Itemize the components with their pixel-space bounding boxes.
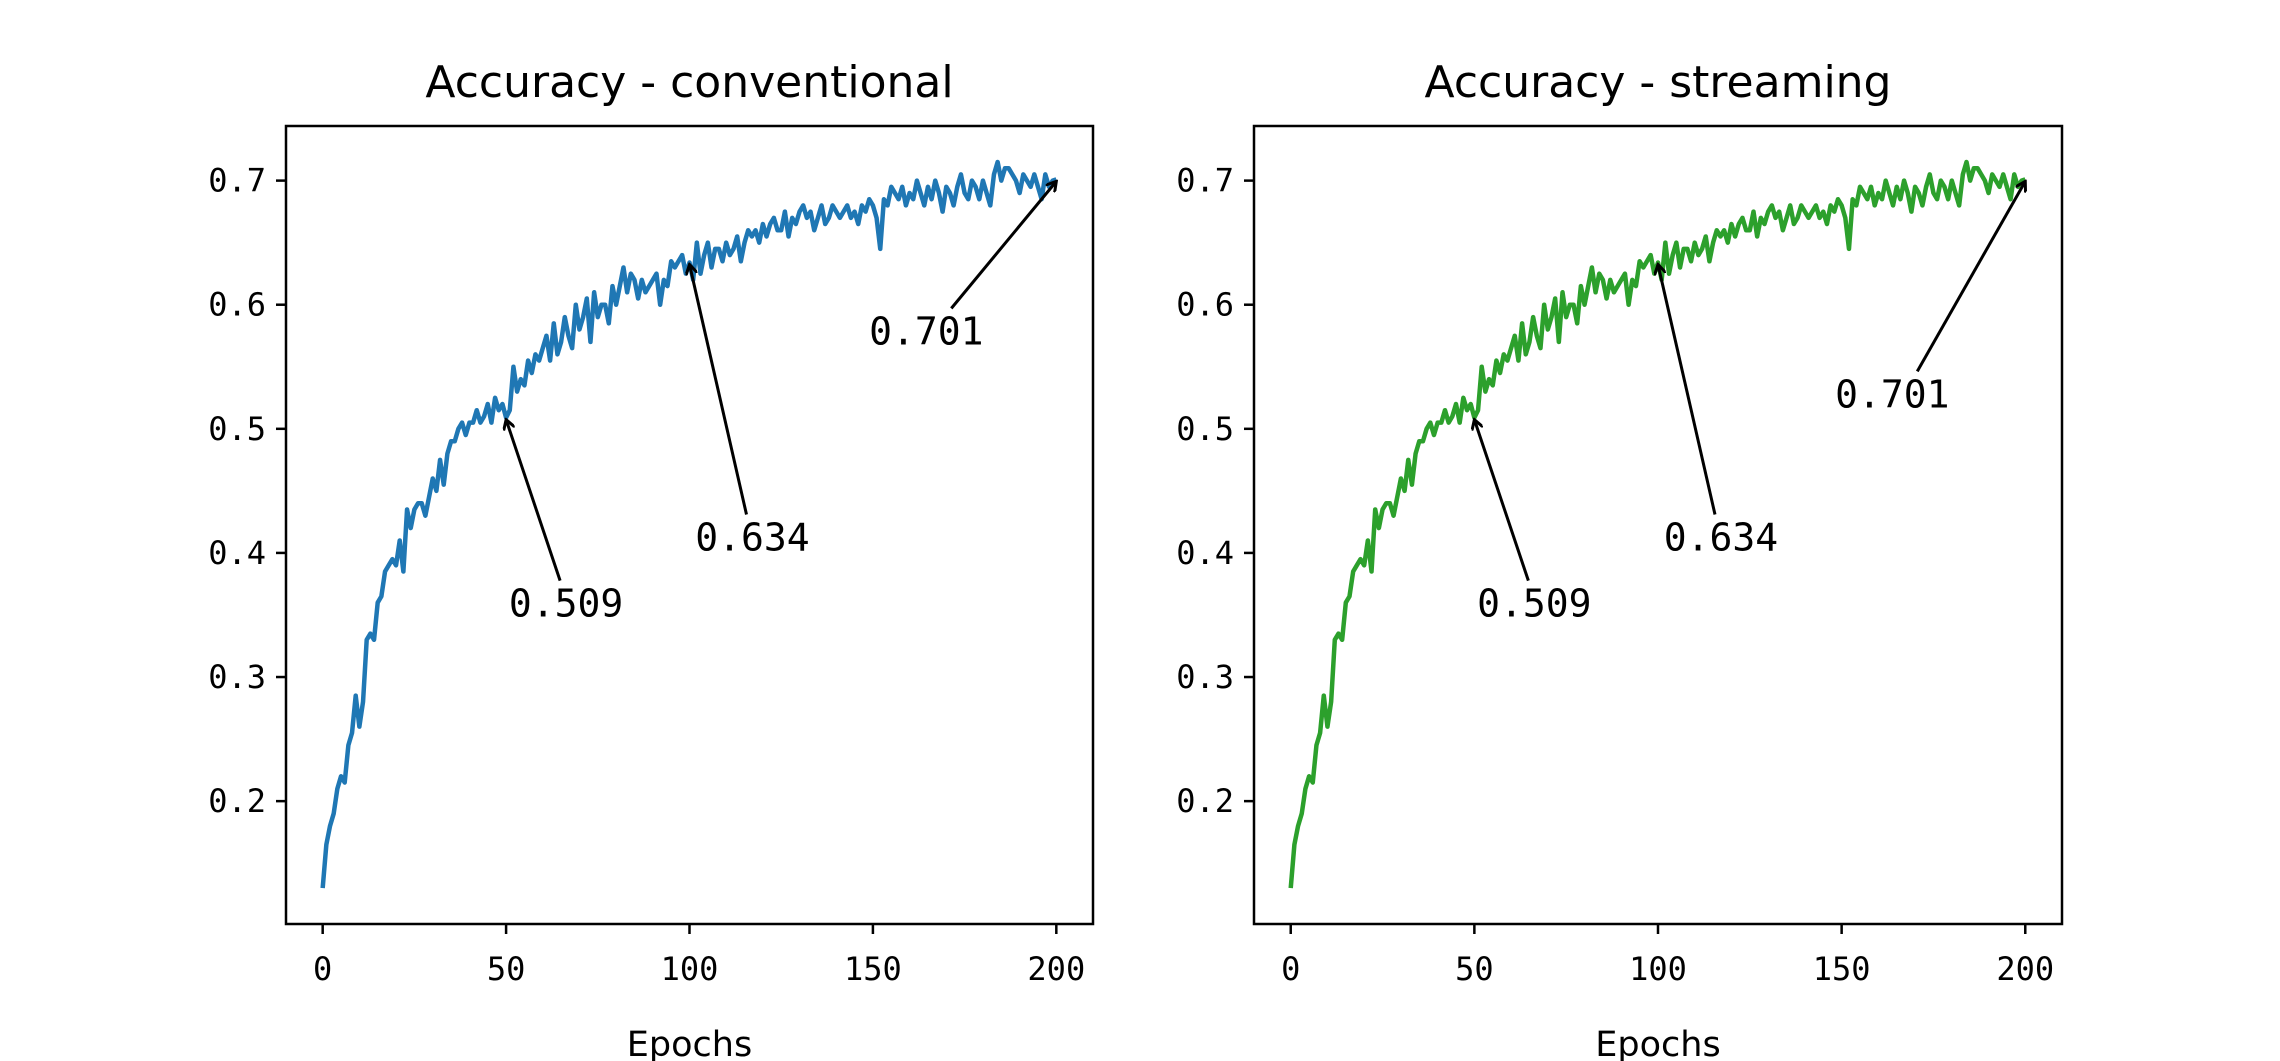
x-tick-label: 200: [1027, 950, 1085, 988]
annotation-arrow: [690, 265, 748, 515]
y-tick-label: 0.7: [1176, 162, 1234, 200]
x-tick-label: 0: [1281, 950, 1300, 988]
x-tick-label: 50: [1455, 950, 1494, 988]
y-tick-label: 0.6: [208, 286, 266, 324]
chart-title: Accuracy - streaming: [1425, 57, 1892, 108]
annotation-label: 0.634: [1664, 516, 1778, 560]
annotation-arrow: [1658, 265, 1717, 515]
y-tick-label: 0.5: [208, 410, 266, 448]
annotation-arrow: [1915, 181, 2025, 373]
y-tick-label: 0.7: [208, 162, 266, 200]
chart-title: Accuracy - conventional: [425, 57, 953, 108]
annotation-arrow: [950, 181, 1056, 310]
annotation-label: 0.701: [1835, 372, 1949, 416]
y-tick-label: 0.6: [1176, 286, 1234, 324]
y-tick-label: 0.2: [208, 782, 266, 820]
annotation-label: 0.634: [695, 516, 809, 560]
x-tick-label: 0: [313, 950, 332, 988]
annotation-label: 0.509: [1477, 582, 1591, 626]
x-tick-label: 100: [661, 950, 719, 988]
y-tick-label: 0.3: [1176, 658, 1234, 696]
annotation-label: 0.509: [509, 582, 623, 626]
y-tick-label: 0.2: [1176, 782, 1234, 820]
y-tick-label: 0.4: [208, 534, 266, 572]
x-tick-label: 100: [1629, 950, 1687, 988]
annotation-arrow: [506, 420, 562, 582]
x-tick-label: 150: [844, 950, 902, 988]
y-tick-label: 0.4: [1176, 534, 1234, 572]
annotation-arrow: [1474, 420, 1530, 582]
y-tick-label: 0.3: [208, 658, 266, 696]
x-tick-label: 50: [487, 950, 526, 988]
annotation-label: 0.701: [869, 309, 983, 353]
x-axis-label: Epochs: [1595, 1025, 1720, 1061]
x-tick-label: 150: [1813, 950, 1871, 988]
plot-frame: [1252, 124, 2064, 926]
plot-frame: [284, 124, 1095, 926]
y-tick-label: 0.5: [1176, 410, 1234, 448]
x-axis-label: Epochs: [627, 1025, 752, 1061]
x-tick-label: 200: [1996, 950, 2054, 988]
